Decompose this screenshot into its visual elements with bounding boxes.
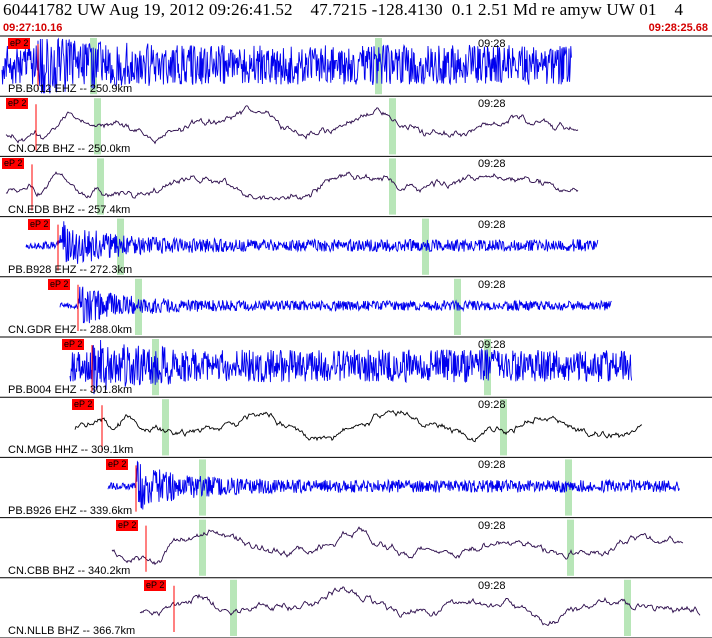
trace-row (69, 339, 633, 396)
trace-row (107, 459, 680, 516)
station-channel-label: PB.B926 EHZ -- 339.6km (8, 504, 133, 517)
station-channel-label: CN.CBB BHZ -- 340.2km (8, 564, 131, 577)
seismic-waveform (5, 171, 579, 201)
seismic-waveform (111, 526, 684, 566)
phase-window-band (565, 459, 572, 516)
time-tick-label: 09:28 (478, 339, 506, 351)
trace-row (74, 399, 643, 456)
pick-phase-tag[interactable]: eP 2 (106, 459, 129, 471)
seismic-waveform (25, 221, 599, 264)
phase-window-band (500, 399, 507, 456)
trace-row (25, 218, 599, 275)
seismic-waveform (1, 37, 572, 94)
seismic-waveform (5, 105, 579, 145)
phase-window-band (135, 278, 142, 335)
station-channel-label: CN.MGB HHZ -- 309.1km (8, 444, 134, 457)
trace-row (1, 37, 572, 95)
window-end-time: 09:28:25.68 (648, 22, 708, 34)
station-channel-label: CN.NLLB BHZ -- 366.7km (8, 625, 136, 637)
time-tick-label: 09:28 (478, 218, 506, 231)
time-tick-label: 09:28 (478, 519, 506, 532)
station-channel-label: PB.B928 EHZ -- 272.3km (8, 263, 133, 276)
pick-phase-tag[interactable]: eP 2 (48, 278, 71, 290)
pick-phase-tag[interactable]: eP 2 (144, 579, 167, 591)
station-channel-label: PB.B012 EHZ -- 250.9km (8, 83, 133, 96)
pick-phase-tag[interactable]: eP 2 (116, 519, 139, 531)
seismic-waveform (139, 586, 701, 627)
pick-phase-tag[interactable]: eP 2 (8, 38, 31, 49)
pick-phase-tag[interactable]: eP 2 (62, 339, 85, 350)
station-channel-label: CN.GDR EHZ -- 288.0km (8, 324, 133, 336)
phase-window-band (567, 519, 574, 576)
time-tick-label: 09:28 (478, 98, 506, 111)
pick-phase-tag[interactable]: eP 2 (2, 158, 25, 170)
phase-window-band (97, 158, 104, 215)
trace-row (59, 278, 612, 335)
time-tick-label: 09:28 (478, 459, 506, 472)
phase-window-band (162, 399, 169, 456)
phase-window-band (230, 579, 237, 636)
phase-window-band (389, 98, 396, 155)
seismic-waveform (74, 409, 643, 443)
trace-row (5, 98, 579, 155)
station-channel-label: CN.OZB BHZ -- 250.0km (8, 143, 131, 156)
time-tick-label: 09:28 (478, 158, 506, 171)
time-tick-label: 09:28 (478, 399, 506, 412)
phase-window-band (199, 519, 206, 576)
phase-window-band (94, 98, 101, 155)
station-channel-label: CN.EDB BHZ -- 257.4km (8, 203, 131, 216)
pick-phase-tag[interactable]: eP 2 (6, 98, 29, 110)
event-header: 60441782 UW Aug 19, 2012 09:26:41.52 47.… (0, 0, 712, 36)
trace-row (111, 519, 684, 576)
event-title: 60441782 UW Aug 19, 2012 09:26:41.52 47.… (3, 0, 684, 19)
phase-window-band (624, 579, 631, 636)
seismic-waveform (59, 286, 612, 324)
pick-phase-tag[interactable]: eP 2 (72, 399, 95, 411)
time-tick-label: 09:28 (478, 579, 506, 592)
seismic-waveform (107, 460, 680, 510)
seismic-waveform (69, 339, 633, 395)
trace-row (5, 158, 579, 215)
window-start-time: 09:27:10.16 (3, 22, 63, 34)
station-channel-label: PB.B004 EHZ -- 301.8km (8, 384, 133, 397)
time-tick-label: 09:28 (478, 278, 506, 291)
time-tick-label: 09:28 (478, 38, 506, 50)
pick-phase-tag[interactable]: eP 2 (28, 218, 51, 230)
phase-window-band (389, 158, 396, 215)
trace-row (139, 579, 701, 636)
